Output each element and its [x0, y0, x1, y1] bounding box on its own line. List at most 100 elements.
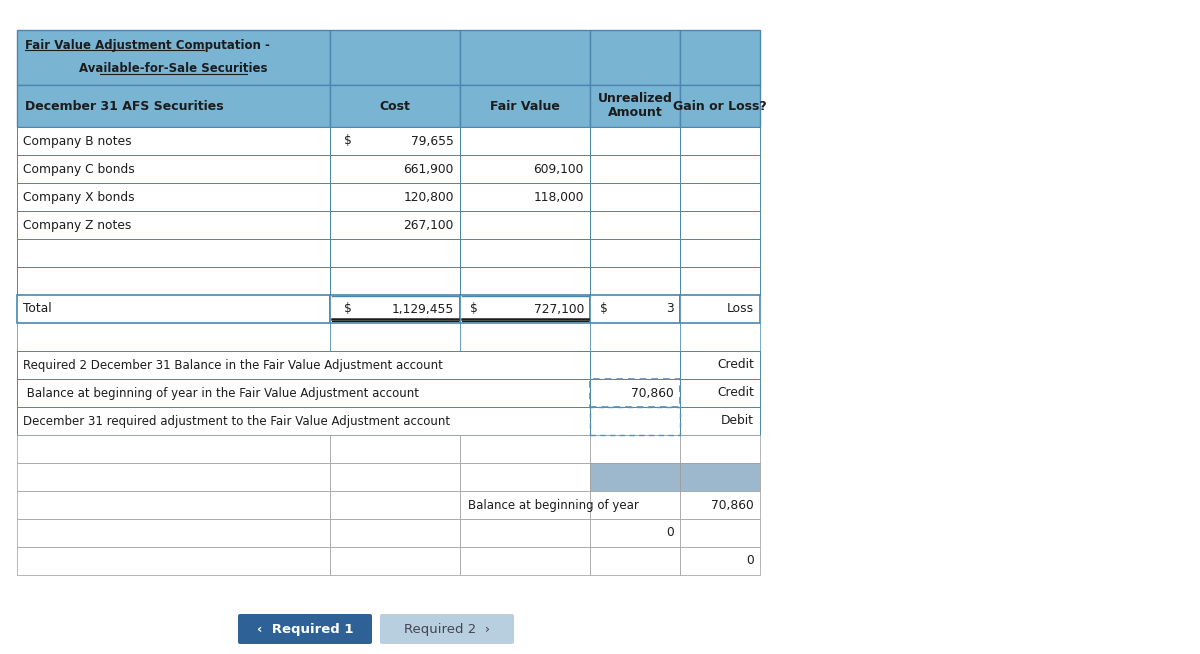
Bar [330, 183, 460, 211]
Bar [460, 491, 590, 519]
Bar [680, 30, 760, 85]
Bar [680, 435, 760, 463]
Bar [460, 519, 590, 547]
Text: Gain or Loss?: Gain or Loss? [673, 99, 767, 112]
Text: 120,800: 120,800 [403, 190, 454, 203]
Text: Required 2  ›: Required 2 › [404, 623, 490, 636]
Bar [330, 239, 460, 267]
Text: 3: 3 [666, 303, 674, 315]
Bar [680, 407, 760, 435]
Text: $: $ [600, 303, 607, 315]
Bar [460, 183, 590, 211]
Text: ‹  Required 1: ‹ Required 1 [257, 623, 353, 636]
Text: 79,655: 79,655 [412, 135, 454, 148]
Bar [330, 127, 460, 155]
Bar [17, 267, 330, 295]
Bar [680, 267, 760, 295]
Text: Balance at beginning of year in the Fair Value Adjustment account: Balance at beginning of year in the Fair… [23, 387, 419, 400]
Bar [460, 323, 590, 351]
Bar [680, 127, 760, 155]
Bar [460, 155, 590, 183]
Text: Required 2 December 31 Balance in the Fair Value Adjustment account: Required 2 December 31 Balance in the Fa… [23, 358, 443, 371]
Bar [17, 491, 330, 519]
Text: Company X bonds: Company X bonds [23, 190, 134, 203]
Text: December 31 required adjustment to the Fair Value Adjustment account: December 31 required adjustment to the F… [23, 415, 450, 428]
Bar [330, 547, 460, 575]
Bar [330, 435, 460, 463]
Text: Fair Value: Fair Value [490, 99, 560, 112]
Text: Company Z notes: Company Z notes [23, 218, 131, 232]
Text: Debit: Debit [721, 415, 754, 428]
Bar [17, 183, 330, 211]
Text: 267,100: 267,100 [403, 218, 454, 232]
Bar [17, 463, 330, 491]
Text: Credit: Credit [718, 358, 754, 371]
Bar [680, 491, 760, 519]
Bar [460, 547, 590, 575]
Bar [590, 323, 680, 351]
Bar [17, 239, 330, 267]
Bar [17, 407, 590, 435]
Bar [590, 379, 680, 407]
Text: Loss: Loss [727, 303, 754, 315]
Bar [330, 30, 460, 85]
Bar [590, 407, 680, 435]
Bar [590, 407, 680, 435]
Bar [680, 295, 760, 323]
Bar [460, 30, 590, 85]
Text: Company B notes: Company B notes [23, 135, 132, 148]
Bar [17, 30, 330, 85]
Bar [17, 379, 590, 407]
Bar [590, 211, 680, 239]
Text: 1,129,455: 1,129,455 [391, 303, 454, 315]
Bar [590, 379, 680, 407]
Bar [680, 239, 760, 267]
Text: 0: 0 [666, 526, 674, 540]
Text: 609,100: 609,100 [534, 162, 584, 175]
Bar [680, 547, 760, 575]
Bar [330, 463, 460, 491]
FancyBboxPatch shape [238, 614, 372, 644]
Text: $: $ [344, 135, 352, 148]
Bar [17, 155, 330, 183]
Bar [17, 351, 590, 379]
Bar [460, 239, 590, 267]
Bar [680, 155, 760, 183]
Bar [17, 211, 330, 239]
Bar [590, 463, 680, 491]
Text: 0: 0 [746, 555, 754, 568]
Bar [330, 295, 460, 323]
Bar [17, 85, 330, 127]
Bar [590, 491, 680, 519]
Bar [460, 211, 590, 239]
Bar [17, 127, 330, 155]
Bar [460, 267, 590, 295]
Bar [590, 435, 680, 463]
Text: Balance at beginning of year: Balance at beginning of year [468, 498, 638, 511]
Bar [590, 183, 680, 211]
Bar [680, 183, 760, 211]
Bar [17, 323, 330, 351]
Text: 70,860: 70,860 [631, 387, 674, 400]
Bar [680, 463, 760, 491]
Bar [590, 127, 680, 155]
Text: Unrealized: Unrealized [598, 92, 672, 105]
Bar [590, 295, 680, 323]
Text: Credit: Credit [718, 387, 754, 400]
Bar [460, 435, 590, 463]
Text: Cost: Cost [379, 99, 410, 112]
Bar [680, 85, 760, 127]
Bar [460, 127, 590, 155]
Bar [590, 547, 680, 575]
Bar [680, 519, 760, 547]
Bar [680, 211, 760, 239]
Text: $: $ [470, 303, 478, 315]
Bar [590, 85, 680, 127]
Text: Amount: Amount [607, 107, 662, 120]
Bar [330, 491, 460, 519]
Bar [17, 435, 330, 463]
Text: 661,900: 661,900 [403, 162, 454, 175]
FancyBboxPatch shape [380, 614, 514, 644]
Text: 727,100: 727,100 [534, 303, 584, 315]
Bar [460, 295, 590, 323]
